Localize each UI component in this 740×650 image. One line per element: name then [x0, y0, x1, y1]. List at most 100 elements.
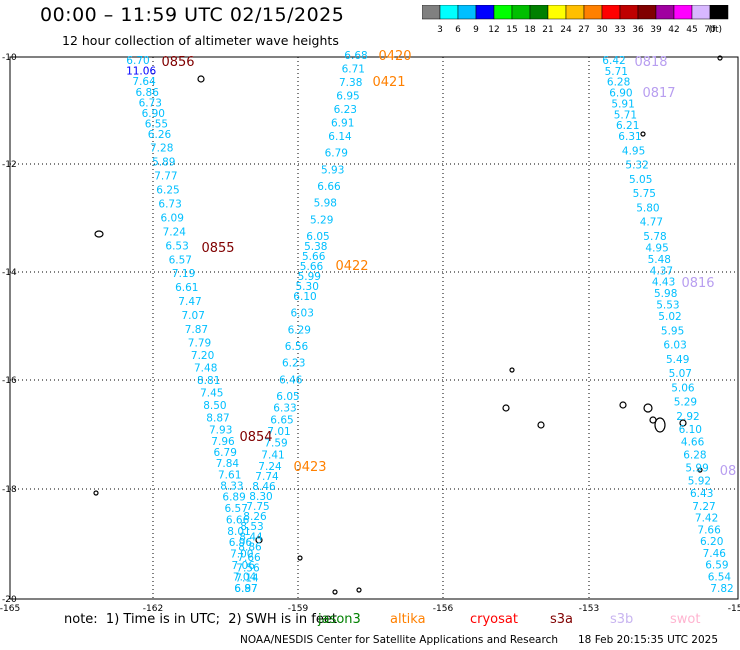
track-a-swh-value: 7.24 — [163, 226, 187, 238]
track-c-swh-value: 6.54 — [708, 571, 732, 583]
pass-time-label: 0423 — [293, 460, 326, 475]
track-a-swh-value: 6.97 — [234, 583, 257, 595]
track-c-swh-value: 5.06 — [671, 382, 695, 394]
track-b-swh-value: 6.29 — [288, 324, 311, 336]
track-b-swh-value: 6.14 — [328, 131, 352, 143]
track-b-swh-value: 6.65 — [270, 414, 293, 426]
track-c-swh-value: 2.92 — [676, 411, 699, 423]
island-outline — [332, 589, 338, 595]
track-c-swh-value: 6.42 — [602, 55, 625, 67]
colorbar-swatch — [619, 5, 639, 20]
track-b-swh-value: 7.24 — [258, 461, 282, 473]
graticule — [10, 57, 738, 599]
track-b-swh-value: 6.46 — [279, 374, 303, 386]
colorbar-tick-label: 18 — [524, 25, 536, 35]
track-c-swh-value: 4.95 — [645, 242, 668, 254]
track-b-swh-value: 8.44 — [239, 531, 263, 543]
track-b-swh-value: 5.66 — [300, 261, 324, 273]
island-outline — [255, 536, 263, 544]
track-c-swh-value: 5.75 — [633, 188, 656, 200]
track-b-swh-value: 6.71 — [342, 64, 365, 76]
track-a-swh-value: 8.50 — [203, 400, 226, 412]
track-c-swh-value: 7.42 — [695, 513, 718, 525]
island-outlines — [93, 55, 723, 595]
track-c-swh-value: 5.49 — [666, 354, 689, 366]
colorbar-tick-label: 15 — [506, 25, 517, 35]
track-a-swh-value: 6.73 — [158, 198, 181, 210]
colorbar-swatch — [673, 5, 693, 20]
longitude-tick-label: -159 — [288, 604, 309, 614]
track-b-swh-value: 5.98 — [314, 198, 337, 210]
track-c-swh-value: 5.53 — [656, 300, 679, 312]
track-b-swh-value: 7.75 — [246, 501, 269, 513]
track-b-swh-value: 7.74 — [255, 471, 279, 483]
track-c-swh-value: 7.66 — [697, 524, 721, 536]
colorbar-tick-label: 45 — [686, 25, 697, 35]
pass-time-label: 0818 — [634, 55, 667, 70]
track-a-swh-value: 6.53 — [165, 240, 188, 252]
track-b-swh-value: 7.14 — [235, 573, 259, 585]
colorbar-swatch — [493, 5, 513, 20]
track-b-swh-value: 6.79 — [325, 148, 348, 160]
track-c-swh-value: 4.37 — [650, 265, 673, 277]
colorbar-tick-label: 27 — [578, 25, 589, 35]
track-a-swh-value: 11.06 — [126, 66, 156, 78]
track-a-swh-value: 6.57 — [169, 254, 192, 266]
track-a-swh-value: 6.61 — [175, 282, 198, 294]
track-a-swh-value: 7.77 — [154, 171, 177, 183]
track-b-swh-value: 6.33 — [273, 403, 296, 415]
satellite-jason3: jason3 — [318, 612, 361, 627]
track-a-swh-value: 7.61 — [218, 469, 241, 481]
track-a-swh-value: 8.01 — [227, 526, 250, 538]
colorbar-tick-label: 12 — [488, 25, 499, 35]
track-b-swh-value: 6.87 — [234, 583, 257, 595]
track-b-swh-value: 6.10 — [293, 291, 316, 303]
track-c-swh-value: 6.21 — [616, 120, 639, 132]
island-outline — [649, 416, 657, 424]
island-outline — [537, 421, 545, 429]
track-a-swh-value: 6.66 — [226, 514, 250, 526]
track-c-swh-value: 6.20 — [700, 536, 723, 548]
track-a-swh-value: 8.33 — [220, 481, 243, 493]
track-b-swh-value: 8.53 — [240, 521, 263, 533]
longitude-tick-label: -165 — [0, 604, 20, 614]
track-c-swh-value: 5.29 — [674, 397, 697, 409]
colorbar-swatch — [457, 5, 477, 20]
track-a-swh-value: 7.87 — [185, 324, 208, 336]
track-c-swh-value: 5.71 — [605, 66, 628, 78]
track-b-swh-value: 6.95 — [336, 91, 359, 103]
pass-time-labels: 0856 0855 0854 0420 0421 0422 0423 0818 0817 0816… — [161, 49, 736, 479]
track-a-swh-value: 7.28 — [150, 143, 173, 155]
track-a-swh-value: 7.48 — [194, 362, 217, 374]
track-a-swh-value: 7.93 — [209, 425, 232, 437]
colorbar-swatch — [637, 5, 657, 20]
island-outline — [619, 401, 627, 409]
colorbar-unit: (ft) — [708, 25, 722, 35]
track-b-swh-value: 7.59 — [264, 438, 287, 450]
colorbar-tick-label: 6 — [455, 25, 461, 35]
track-c-swh-value: 7.46 — [703, 548, 727, 560]
satellite-s3b: s3b — [610, 612, 634, 627]
track-a-swh-value: 7.45 — [200, 388, 223, 400]
latitude-tick-label: -10 — [2, 53, 17, 63]
track-c-swh-value: 6.03 — [663, 340, 686, 352]
track-a-swh-value: 7.07 — [182, 310, 205, 322]
colorbar-tick-label: 30 — [596, 25, 608, 35]
track-a-swh-value: 5.89 — [152, 157, 175, 169]
colorbar-tick-label: 21 — [542, 25, 553, 35]
track-c-swh-value: 5.92 — [688, 475, 711, 487]
track-c-swh-value: 5.48 — [648, 254, 671, 266]
colorbar-swatch — [601, 5, 621, 20]
track-b-swh-value: 6.91 — [331, 118, 354, 130]
pass-time-label: 0816 — [681, 276, 714, 291]
colorbar-swatch — [547, 5, 567, 20]
track-c-swh-value: 5.07 — [669, 368, 692, 380]
track-a-swh-value: 7.04 — [233, 572, 257, 584]
track-b-swh-value: 6.66 — [317, 181, 341, 193]
track-c-swh-value: 6.43 — [690, 488, 713, 500]
legend-note: note: 1) Time is in UTC; 2) SWH is in fe… — [64, 612, 337, 627]
track-a-swh-value: 7.84 — [216, 458, 240, 470]
track-c-swh-value: 5.32 — [625, 160, 648, 172]
track-a-swh-value: 7.64 — [132, 76, 156, 88]
